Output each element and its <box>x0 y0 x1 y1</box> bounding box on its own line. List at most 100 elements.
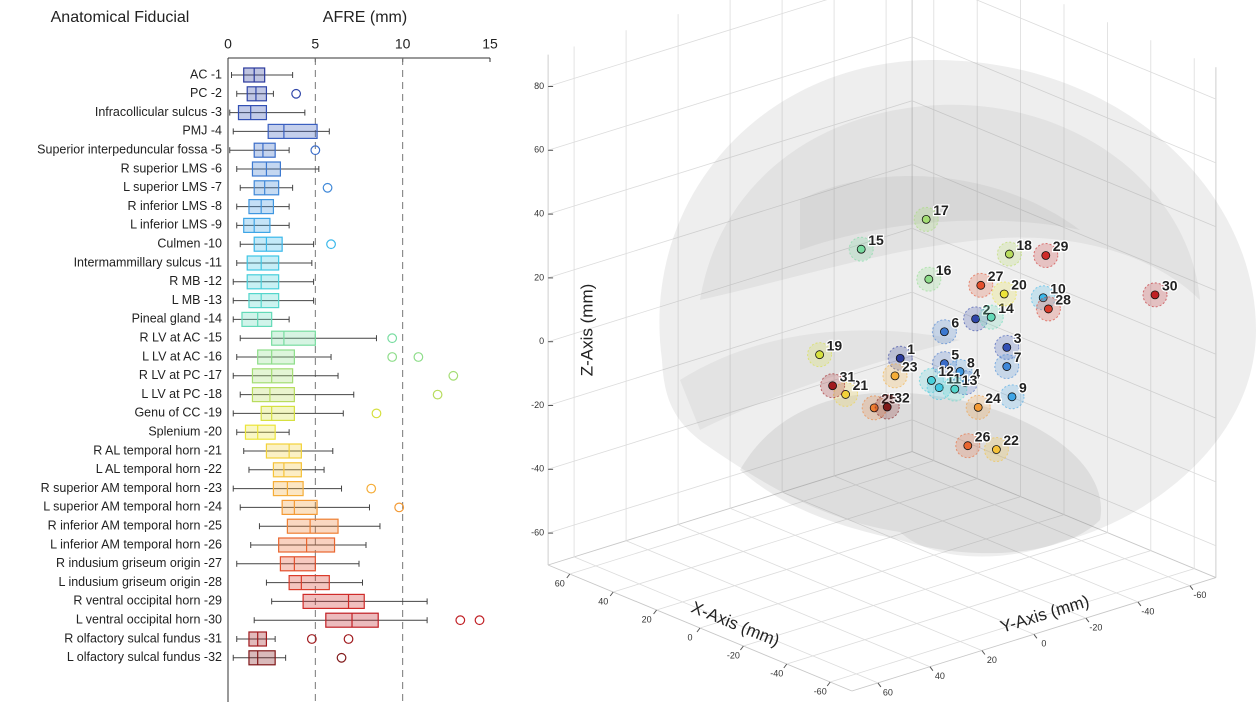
category-label: L AL temporal horn -22 <box>96 462 222 476</box>
y-tick-label: -60 <box>1193 590 1206 600</box>
category-label: L superior LMS -7 <box>123 180 222 194</box>
point-label: 11 <box>946 370 961 386</box>
grid-line <box>547 227 913 343</box>
point <box>976 280 986 290</box>
grid-line <box>547 419 913 534</box>
category-label: L inferior AM temporal horn -26 <box>50 537 222 551</box>
outlier <box>387 333 398 344</box>
category-label: AC -1 <box>190 67 222 81</box>
outlier <box>336 652 347 663</box>
outlier <box>343 634 354 644</box>
outlier <box>310 145 321 156</box>
outlier <box>474 615 485 626</box>
point <box>1041 251 1051 260</box>
outlier <box>413 352 424 362</box>
y-tick-label: 20 <box>987 655 997 665</box>
point-label: 9 <box>1019 380 1027 396</box>
category-label: Splenium -20 <box>148 424 222 438</box>
z-axis-3d-title: Z-Axis (mm) <box>577 284 596 377</box>
point <box>950 384 960 394</box>
box <box>302 593 365 610</box>
category-label: R indusium griseum origin -27 <box>56 556 222 570</box>
point-label: 7 <box>1014 349 1022 365</box>
point-label: 22 <box>1003 432 1019 448</box>
y-tick-label: -20 <box>1089 622 1102 632</box>
outlier <box>448 370 459 381</box>
x-tick <box>653 609 657 615</box>
point-label: 30 <box>1162 278 1178 294</box>
y-axis-3d-title: Y-Axis (mm) <box>998 592 1091 637</box>
grid-line <box>911 100 1217 228</box>
point-label: 13 <box>962 372 978 388</box>
point <box>973 402 983 412</box>
z-tick-label: 60 <box>534 145 544 155</box>
z-tick-label: -40 <box>531 464 544 474</box>
y-axis-title: Anatomical Fiducial <box>51 9 190 26</box>
x-tick-label: 15 <box>482 36 498 52</box>
box <box>253 142 276 158</box>
point-label: 24 <box>985 390 1001 406</box>
category-label: R superior LMS -6 <box>121 161 222 175</box>
y-tick <box>929 666 934 672</box>
point-label: 28 <box>1055 292 1071 308</box>
z-tick-label: 80 <box>534 81 544 91</box>
point <box>890 371 900 381</box>
point <box>841 390 850 399</box>
box <box>267 123 318 140</box>
category-label: L ventral occipital horn -30 <box>76 612 222 626</box>
point <box>1002 362 1012 371</box>
category-label: Culmen -10 <box>157 236 222 250</box>
point-label: 8 <box>967 354 975 370</box>
grid-line <box>625 540 931 668</box>
box <box>253 236 283 252</box>
x-tick-label: -60 <box>814 686 827 696</box>
category-label: L olfactory sulcal fundus -32 <box>67 650 222 664</box>
point <box>1150 290 1160 300</box>
box <box>286 518 339 534</box>
x-tick <box>783 663 788 669</box>
grid-line <box>911 164 1217 291</box>
outlier <box>366 483 377 494</box>
category-label: Superior interpeduncular fossa -5 <box>37 142 222 156</box>
y-tick-label: 40 <box>935 671 945 681</box>
grid-line <box>547 164 913 279</box>
points-3d: 1234567891011121314151617181920212223242… <box>807 201 1179 463</box>
point <box>971 314 980 324</box>
grid-line <box>885 459 1191 587</box>
category-label: R olfactory sulcal fundus -31 <box>64 631 222 645</box>
category-label: R inferior LMS -8 <box>128 199 223 213</box>
category-label: L LV at AC -16 <box>142 349 222 363</box>
x-tick-label: 0 <box>687 632 692 642</box>
grid-line <box>911 227 1217 355</box>
point-label: 1 <box>907 341 915 357</box>
point <box>986 312 996 322</box>
z-tick-label: -20 <box>531 400 544 410</box>
category-label: PC -2 <box>190 86 222 100</box>
point-label: 21 <box>853 377 869 393</box>
box <box>281 499 318 515</box>
point-label: 14 <box>998 300 1014 316</box>
outlier <box>306 634 317 644</box>
x-tick-label: 10 <box>395 36 411 52</box>
grid-line <box>975 0 1217 100</box>
box <box>271 330 316 346</box>
grid-line <box>781 491 1087 619</box>
box <box>241 311 273 327</box>
y-tick <box>1137 601 1142 607</box>
box <box>244 424 276 440</box>
outlier <box>291 88 302 99</box>
grid-line <box>547 0 828 87</box>
category-label: R LV at AC -15 <box>140 330 222 344</box>
point-label: 29 <box>1053 238 1069 254</box>
category-label: R inferior AM temporal horn -25 <box>48 518 222 532</box>
point <box>963 441 973 451</box>
point <box>1007 392 1017 402</box>
point-label: 25 <box>881 391 897 407</box>
box <box>253 180 280 196</box>
outlier <box>394 502 405 513</box>
brain-surface <box>659 59 1256 557</box>
x-axis-title: AFRE (mm) <box>323 9 407 26</box>
point <box>1005 249 1014 259</box>
point-label: 5 <box>951 346 959 362</box>
